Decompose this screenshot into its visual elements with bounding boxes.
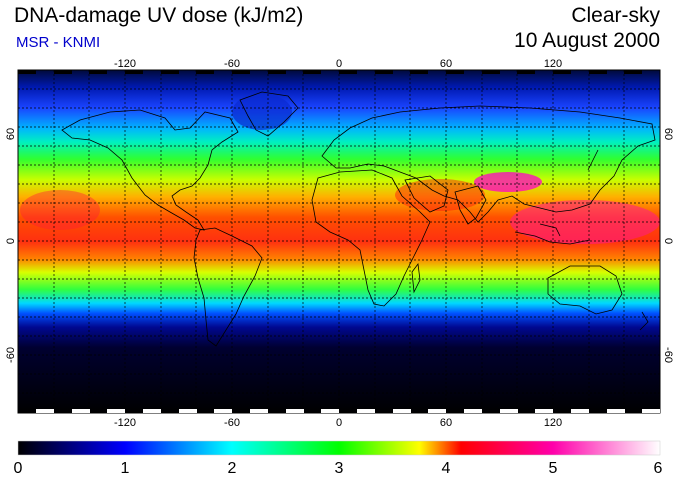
greenland-coast (239, 91, 299, 137)
dose-hotspots (20, 94, 660, 244)
lat-tick-right: 0 (662, 238, 674, 244)
colorbar-label: 3 (334, 460, 344, 477)
coastlines (61, 91, 656, 347)
chart-title: DNA-damage UV dose (kJ/m2) (14, 4, 304, 27)
lon-tick-bottom: -60 (224, 417, 240, 429)
colorbar-label: 2 (227, 460, 237, 477)
greenland-lobe (232, 94, 292, 130)
new-zealand-coast (639, 311, 649, 331)
south-america-coast (193, 227, 263, 347)
lon-tick-bottom: 60 (440, 417, 452, 429)
pacific-hotspot (20, 190, 100, 230)
lon-tick-bottom: 0 (336, 417, 342, 429)
colorbar (17, 440, 661, 456)
date-label: 10 August 2000 (514, 29, 660, 52)
japan-coast (587, 149, 599, 171)
colorbar-label: 6 (653, 460, 663, 477)
lat-tick-right: -60 (662, 347, 674, 363)
europe-asia-coast (321, 105, 656, 223)
lon-tick-bottom: 120 (544, 417, 562, 429)
indonesia-coast (514, 223, 591, 245)
lat-tick-left: -60 (5, 347, 17, 363)
colorbar-label: 1 (120, 460, 130, 477)
data-source-label: MSR - KNMI (16, 34, 101, 51)
colorbar-label: 4 (441, 460, 451, 477)
lon-tick-top: 60 (440, 58, 452, 70)
tibet-hotspot (474, 172, 542, 192)
lon-tick-top: 120 (544, 58, 562, 70)
lon-tick-top: -120 (114, 58, 136, 70)
lat-tick-left: 0 (5, 238, 17, 244)
madagascar-coast (411, 262, 421, 294)
lat-tick-right: 60 (662, 128, 674, 140)
lon-tick-top: -60 (224, 58, 240, 70)
india-coast (454, 185, 487, 225)
australia-coast (547, 265, 623, 315)
colorbar-label: 0 (13, 460, 23, 477)
colorbar-label: 5 (548, 460, 558, 477)
arabia-coast (404, 175, 449, 213)
lon-tick-top: 0 (336, 58, 342, 70)
graticule (18, 70, 660, 413)
lat-tick-left: 60 (5, 128, 17, 140)
north-america-coast (61, 109, 239, 231)
lon-tick-bottom: -120 (114, 417, 136, 429)
border-band (18, 70, 660, 413)
sky-condition-label: Clear-sky (571, 4, 660, 27)
west-pacific-hotspot (510, 200, 660, 244)
